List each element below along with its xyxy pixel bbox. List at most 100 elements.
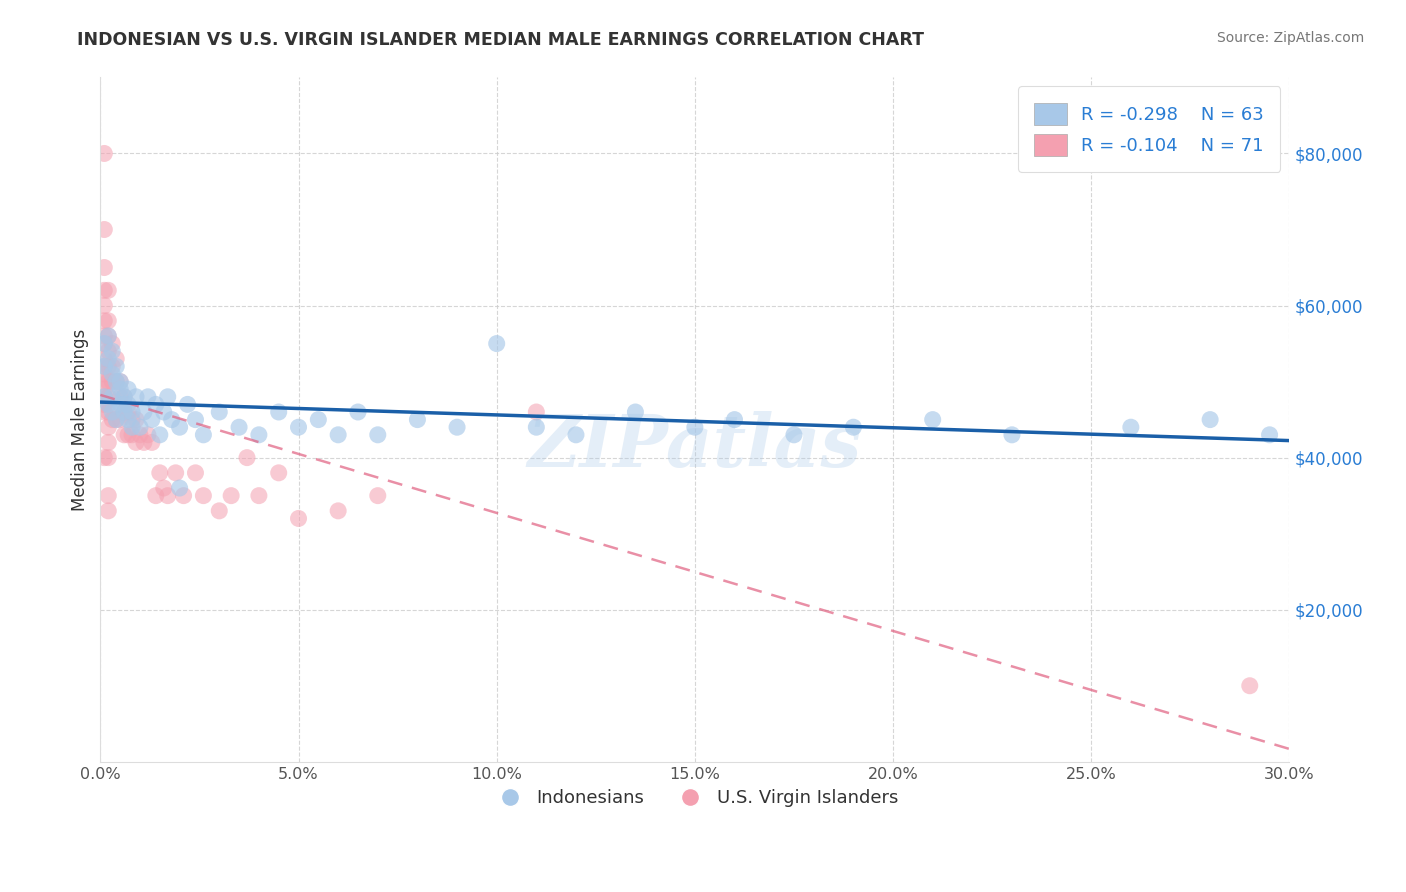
Point <box>97 283 120 297</box>
Point <box>287 511 309 525</box>
Point <box>93 375 115 389</box>
Point <box>108 375 131 389</box>
Point <box>169 481 191 495</box>
Point <box>1119 420 1142 434</box>
Point <box>1001 427 1024 442</box>
Point <box>193 489 215 503</box>
Point <box>97 489 120 503</box>
Point <box>1199 412 1222 426</box>
Point <box>117 397 139 411</box>
Point <box>367 489 389 503</box>
Point <box>117 412 139 426</box>
Point <box>93 397 115 411</box>
Point <box>165 466 187 480</box>
Point <box>101 344 124 359</box>
Point <box>406 412 429 426</box>
Point <box>121 412 143 426</box>
Point <box>125 390 148 404</box>
Point <box>93 260 115 275</box>
Point <box>125 435 148 450</box>
Point <box>145 397 167 411</box>
Point <box>93 299 115 313</box>
Point <box>149 466 172 480</box>
Point <box>93 336 115 351</box>
Point <box>145 489 167 503</box>
Point <box>97 435 120 450</box>
Point <box>93 283 115 297</box>
Point <box>149 427 172 442</box>
Point <box>101 412 124 426</box>
Point <box>93 390 115 404</box>
Point <box>723 412 745 426</box>
Point <box>93 359 115 374</box>
Point <box>97 329 120 343</box>
Point <box>367 427 389 442</box>
Point <box>101 375 124 389</box>
Point <box>347 405 370 419</box>
Point <box>93 450 115 465</box>
Point <box>328 427 350 442</box>
Point <box>267 405 290 419</box>
Point <box>152 405 174 419</box>
Point <box>117 405 139 419</box>
Point <box>112 427 135 442</box>
Point <box>307 412 329 426</box>
Point <box>219 489 242 503</box>
Point <box>97 375 120 389</box>
Point <box>93 222 115 236</box>
Point <box>152 481 174 495</box>
Point <box>112 405 135 419</box>
Point <box>97 420 120 434</box>
Point <box>97 329 120 343</box>
Point <box>105 375 128 389</box>
Point <box>97 351 120 366</box>
Point <box>156 390 179 404</box>
Point <box>101 367 124 381</box>
Point <box>156 489 179 503</box>
Point <box>121 420 143 434</box>
Point <box>93 359 115 374</box>
Point <box>125 412 148 426</box>
Point <box>93 351 115 366</box>
Point <box>108 382 131 396</box>
Point <box>842 420 865 434</box>
Point <box>1258 427 1281 442</box>
Y-axis label: Median Male Earnings: Median Male Earnings <box>72 328 89 511</box>
Text: Source: ZipAtlas.com: Source: ZipAtlas.com <box>1216 31 1364 45</box>
Point <box>97 314 120 328</box>
Point <box>247 427 270 442</box>
Point <box>132 435 155 450</box>
Point <box>129 427 152 442</box>
Point <box>105 375 128 389</box>
Point <box>193 427 215 442</box>
Point <box>683 420 706 434</box>
Point <box>93 329 115 343</box>
Point <box>141 435 163 450</box>
Point <box>101 390 124 404</box>
Legend: Indonesians, U.S. Virgin Islanders: Indonesians, U.S. Virgin Islanders <box>484 782 905 814</box>
Point <box>97 450 120 465</box>
Point <box>169 420 191 434</box>
Point <box>112 390 135 404</box>
Point <box>184 466 207 480</box>
Point <box>247 489 270 503</box>
Point <box>117 382 139 396</box>
Point <box>112 397 135 411</box>
Point <box>105 359 128 374</box>
Point <box>208 504 231 518</box>
Point <box>524 420 547 434</box>
Point <box>108 390 131 404</box>
Point <box>921 412 943 426</box>
Point <box>101 405 124 419</box>
Point <box>267 466 290 480</box>
Point <box>228 420 250 434</box>
Point <box>121 405 143 419</box>
Point <box>117 427 139 442</box>
Point <box>93 314 115 328</box>
Point <box>97 397 120 411</box>
Point <box>97 390 120 404</box>
Point <box>121 427 143 442</box>
Point <box>93 405 115 419</box>
Point <box>184 412 207 426</box>
Point <box>93 390 115 404</box>
